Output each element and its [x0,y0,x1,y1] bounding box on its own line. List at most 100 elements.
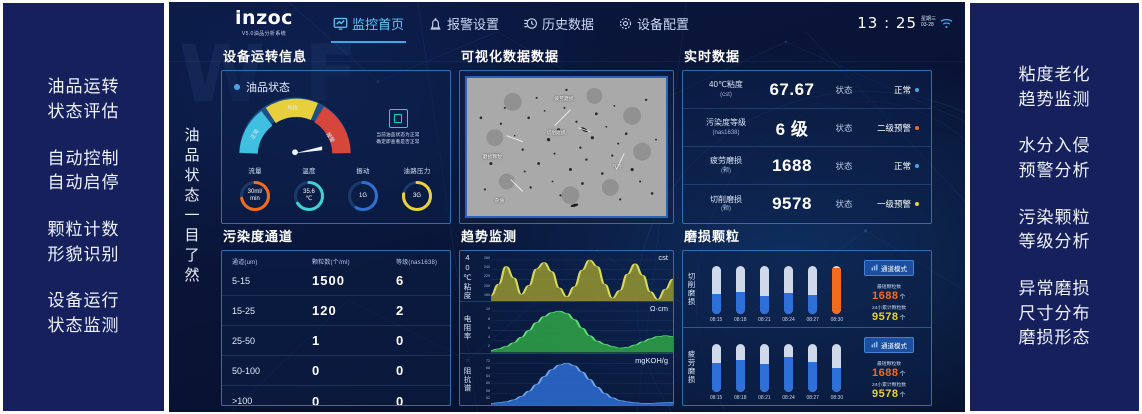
chart-icon [871,264,878,271]
trend-y-label: 阻抗谱 [463,366,472,393]
left-feature-item: 设备运行 状态监测 [48,289,120,338]
oil-state-label: 油品状态 [246,81,290,94]
app-logo: inzoc V5.0油品分析系统 [221,9,307,38]
cell-channel: 50-100 [232,365,261,376]
nav-item-monitor-home[interactable]: 监控首页 [331,11,407,43]
particle-label-impurity: 杂质 [494,198,505,204]
ring-graphic: 3G [399,178,435,214]
left-feature-line2: 形貌识别 [47,244,120,265]
tube-gauge [735,266,745,314]
realtime-value: 67.67 [769,79,815,99]
tube-gauge [711,266,721,314]
particle-label-fatigue-wear: 疲劳磨损 [554,95,574,101]
wear-stat2-label: 24小累计颗粒数 [871,305,907,311]
metric-ring-oil-pressure: 油路压力 3G [393,165,441,214]
cell-count: 1500 [312,273,345,288]
cell-count: 1 [312,333,321,348]
realtime-value: 6 级 [775,120,809,139]
table-row: 污染度等级 (nas1638) 6 级 状态 二级预警 [683,109,931,147]
particle-label-cutting-wear: 切削磨损 [546,130,566,136]
realtime-body: 40℃粘度 (cst) 67.67 状态 正常 污染度等级 (nas1638) [682,70,932,224]
gauge-note-line2: 确定即查看是否正常 [376,138,420,144]
app-header: inzoc V5.0油品分析系统 监控首页 报警设置 [169,2,965,44]
right-feature-item: 粘度老化 趋势监测 [1019,63,1091,112]
status-badge: 二级预警 [861,122,919,134]
table-row: 15-25 120 2 [222,296,450,326]
nav-label: 监控首页 [352,17,405,33]
tube-time-label: 08:24 [782,395,795,401]
tube-gauge [808,344,818,392]
cell-channel: >100 [232,396,253,406]
tube-gauge [759,344,769,392]
status-badge: 正常 [861,160,919,172]
right-feature-item: 水分入侵 预警分析 [1019,134,1091,183]
cell-grade: 0 [396,393,405,406]
realtime-value: 1688 [772,155,812,175]
cell-grade: 2 [396,303,405,318]
realtime-result: 一级预警 [876,199,911,209]
wear-stat1-label: 最短颗粒数 [877,284,901,290]
vertical-strap: 油品状态一目了然 [169,2,215,412]
nav-item-device-config[interactable]: 设备配置 [616,11,691,36]
trend-plot-area: cst [489,251,673,302]
left-feature-line1: 自动控制 [47,148,120,169]
wear-stat2-value: 9578个 [872,387,906,400]
trend-chart-resistivity: 电阻率 10 8 6 4 2 Ω·cm [460,302,673,354]
dashboard-app: W F 油品状态一目了然 inzoc V5.0油品分析系统 监控首页 [167,0,967,414]
right-feature-panel: 粘度老化 趋势监测 水分入侵 预警分析 污染颗粒 等级分析 异常磨损 尺寸分布 … [967,0,1142,414]
left-feature-line1: 颗粒计数 [47,220,120,240]
ring-value: 3G [412,192,421,199]
trend-monitor-card: 趋势监测 40℃粘度 260 240 220 200 180 cst [459,226,674,406]
right-feature-line1: 水分入侵 [1018,136,1091,157]
ring-graphic: 1G [345,178,381,214]
gauge-zone-risk: 风险 [287,104,298,112]
trend-area-chart [490,311,673,353]
tube-gauge [759,266,769,314]
wifi-icon [940,18,953,28]
alarm-bell-icon [430,17,441,30]
column-header-channel: 通道(um) [232,260,258,266]
realtime-status-label: 状态 [835,84,853,95]
tube-gauge [784,266,794,314]
tube-gauge [808,266,818,314]
status-badge: 一级预警 [861,198,919,210]
wear-bar-column: 08:27 [806,344,819,401]
table-row: 25-50 1 0 [222,326,450,356]
tube-time-label: 08:18 [733,317,747,323]
left-feature-panel: 油品运转 状态评估 自动控制 自动启停 颗粒计数 形貌识别 设备运行 状态监测 [0,0,167,414]
table-row: 5-15 1500 6 [222,266,450,296]
microscope-image[interactable]: 疲劳磨损 切削磨损 磨损颗粒 气泡 杂质 [465,76,668,218]
channel-mode-button[interactable]: 通道模式 [864,259,914,276]
status-pip-icon [915,125,919,130]
visualization-card: 可视化数据数据 [459,46,674,224]
right-feature-line2: 趋势监测 [1018,89,1091,110]
nav-item-alarm-settings[interactable]: 报警设置 [426,11,501,36]
left-feature-item: 油品运转 状态评估 [48,75,120,124]
trend-unit-label: Ω·cm [649,304,668,314]
cell-channel: 25-50 [232,335,256,346]
status-pip-icon [915,202,919,206]
tube-time-label: 08:15 [709,395,723,401]
oil-state-header: 油品状态 [222,71,450,95]
nav-item-history-data[interactable]: 历史数据 [521,11,596,36]
ring-label: 油路压力 [403,168,431,175]
trend-y-label: 40℃粘度 [463,252,472,300]
contamination-title: 污染度通道 [223,230,294,245]
column-header-count: 颗粒数(个/ml) [312,260,350,266]
realtime-title: 实时数据 [684,50,741,65]
wear-section-label: 疲劳磨损 [687,349,696,384]
wear-bar-column: 08:24 [782,344,795,401]
wear-section-label: 切削磨损 [687,272,696,306]
tube-time-label: 08:30 [830,395,844,401]
wear-bar-chart: 08:15 08:18 08:21 08:24 [700,328,853,405]
tube-gauge [784,344,794,392]
realtime-metric-name: 40℃粘度 (cst) [709,80,743,98]
ring-label: 流量 [248,168,262,175]
cell-grade: 6 [396,273,405,288]
ring-graphic: 30ml/ min [237,178,273,214]
realtime-value: 9578 [772,194,812,213]
cell-grade: 0 [396,333,405,348]
realtime-status-label: 状态 [835,199,853,209]
channel-mode-button[interactable]: 通道模式 [864,336,914,353]
main-nav: 监控首页 报警设置 历史数据 [331,11,691,43]
